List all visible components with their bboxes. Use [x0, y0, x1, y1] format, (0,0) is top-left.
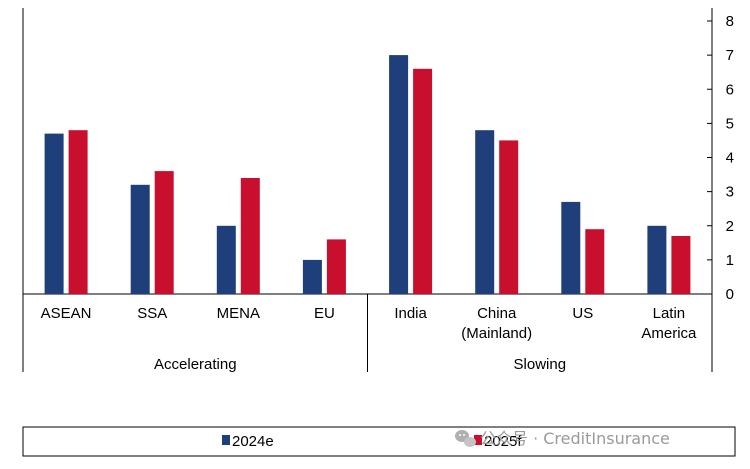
- group-label: Slowing: [514, 356, 567, 373]
- category-label: MENA: [217, 305, 260, 322]
- bar-2024e-ssa: [130, 184, 150, 294]
- watermark-text: 公众号 · CreditInsurance: [480, 429, 670, 448]
- category-label: China: [477, 305, 517, 322]
- category-label: (Mainland): [461, 325, 532, 342]
- bar-2025f-ssa: [154, 171, 174, 294]
- bar-2024e-us: [561, 201, 581, 294]
- category-labels-layer: ASEAN SSA MENA EU India China (Mainland) US Lati…: [41, 305, 697, 342]
- y-tick-label: 4: [726, 150, 734, 167]
- bar-2024e-latin-america: [647, 225, 667, 295]
- bars-layer: [44, 55, 691, 295]
- legend-swatch: [222, 435, 230, 445]
- bar-2024e-eu: [302, 259, 322, 294]
- y-ticks-layer: 0 1 2 3 4 5 6 7 8: [707, 13, 734, 303]
- category-label: EU: [314, 305, 335, 322]
- category-label: America: [641, 325, 697, 342]
- y-tick-label: 3: [726, 184, 734, 201]
- bar-2025f-mena: [240, 178, 260, 294]
- y-tick-label: 0: [726, 286, 734, 303]
- wechat-icon: [455, 430, 476, 447]
- legend-swatch: [474, 435, 482, 445]
- bar-2025f-us: [585, 229, 605, 294]
- bar-2024e-india: [389, 55, 409, 294]
- bar-2025f-china-mainland: [499, 140, 519, 294]
- category-label: US: [572, 305, 593, 322]
- y-tick-label: 5: [726, 115, 734, 132]
- category-label: Latin: [653, 305, 686, 322]
- category-label: India: [394, 305, 427, 322]
- y-tick-label: 7: [726, 47, 734, 64]
- bar-2024e-mena: [216, 225, 236, 295]
- group-label: Accelerating: [154, 356, 237, 373]
- bar-2024e-asean: [44, 133, 64, 294]
- y-tick-label: 8: [726, 13, 734, 30]
- bar-2024e-china-mainland: [475, 130, 495, 294]
- legend-label: 2024e: [232, 433, 274, 450]
- watermark: 公众号 · CreditInsurance: [455, 429, 670, 448]
- category-label: SSA: [137, 305, 167, 322]
- category-label: ASEAN: [41, 305, 92, 322]
- legend-label: 2025f: [484, 433, 522, 450]
- bar-2025f-eu: [326, 239, 346, 294]
- legend-box: [22, 426, 736, 457]
- y-tick-label: 6: [726, 81, 734, 98]
- bar-2025f-india: [413, 68, 433, 294]
- legend: 2024e 2025f: [222, 433, 522, 450]
- y-tick-label: 1: [726, 252, 734, 269]
- y-tick-label: 2: [726, 218, 734, 235]
- group-labels-layer: Accelerating Slowing: [154, 356, 566, 373]
- bar-2025f-asean: [68, 130, 88, 294]
- bar-2025f-latin-america: [671, 236, 691, 294]
